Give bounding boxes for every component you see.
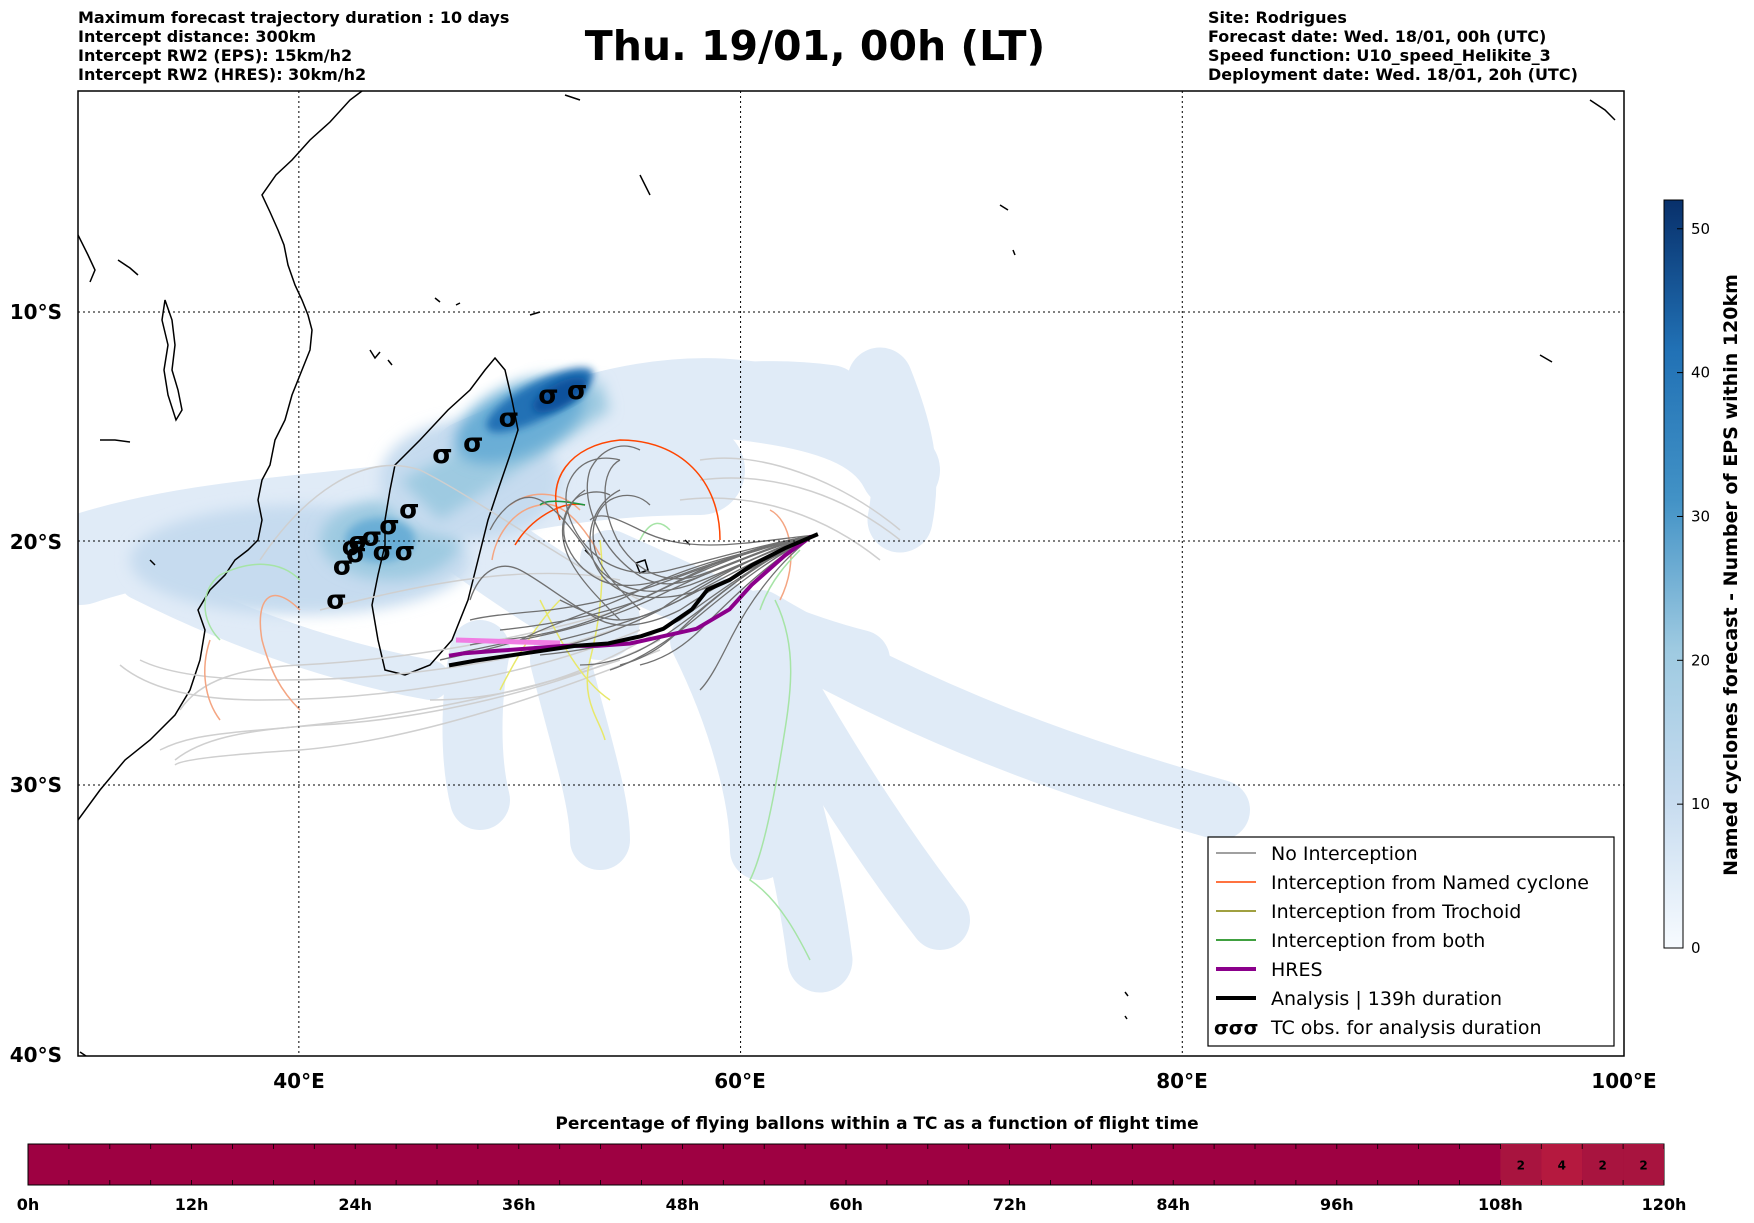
interception-light-green	[204, 522, 811, 961]
hres-track-light	[455, 637, 561, 646]
y-tick-label: 40°S	[10, 1043, 62, 1067]
colorbar-tick-label: 50	[1691, 220, 1710, 238]
flight-time-tick-label: 84h	[1156, 1195, 1190, 1214]
flight-time-bin-value: 2	[1598, 1159, 1606, 1173]
flight-time-ticks: 0h 12h 24h 36h 48h 60h 72h 84h 96h 108h 120h	[17, 1195, 1687, 1214]
tc-observation-symbol: σ	[379, 511, 399, 541]
flight-time-title: Percentage of flying ballons within a TC…	[555, 1114, 1199, 1134]
tc-observation-symbol: σ	[395, 537, 415, 567]
flight-time-minor-ticks	[27, 1144, 1665, 1185]
colorbar-tick-label: 30	[1691, 507, 1710, 525]
x-tick-label: 100°E	[1591, 1069, 1656, 1093]
flight-time-bin-value: 4	[1558, 1159, 1566, 1173]
y-tick-label: 30°S	[10, 773, 62, 797]
legend-label: Interception from both	[1271, 930, 1485, 952]
colorbar-tick-label: 0	[1691, 939, 1701, 957]
tc-observation-symbol: σ	[432, 440, 452, 470]
header-info-left: Maximum forecast trajectory duration : 1…	[78, 8, 509, 84]
colorbar-tick-label: 40	[1691, 364, 1710, 382]
tc-observation-symbol: σ	[362, 522, 382, 552]
legend-label: HRES	[1271, 959, 1323, 981]
flight-time-tick-label: 108h	[1478, 1195, 1523, 1214]
flight-time-bins: 2 4 2 2	[1500, 1144, 1664, 1185]
legend-label: Interception from Named cyclone	[1271, 872, 1589, 894]
tc-observation-symbol: σ	[538, 380, 558, 410]
analysis-track	[448, 532, 819, 668]
flight-time-tick-label: 48h	[666, 1195, 700, 1214]
legend-label: No Interception	[1271, 843, 1418, 865]
interception-both	[539, 500, 586, 506]
page-title: Thu. 19/01, 00h (LT)	[584, 22, 1046, 70]
header-line: Intercept RW2 (EPS): 15km/h2	[78, 46, 353, 65]
y-tick-label: 20°S	[10, 530, 62, 554]
hres-track	[448, 534, 813, 658]
header-line: Intercept RW2 (HRES): 30km/h2	[78, 65, 367, 84]
colorbar-label: Named cyclones forecast - Number of EPS …	[1720, 274, 1742, 876]
cyclone-symbol-icon: σσσ	[1214, 1017, 1258, 1039]
flight-time-tick-label: 120h	[1642, 1195, 1687, 1214]
colorbar-tick-label: 10	[1691, 795, 1710, 813]
flight-time-bin	[1500, 1144, 1542, 1185]
legend-label: Interception from Trochoid	[1271, 901, 1521, 923]
grid-lines	[78, 91, 1624, 1056]
map-frame	[77, 90, 1625, 1057]
flight-time-bin	[1582, 1144, 1624, 1185]
tc-observation-symbol: σ	[567, 376, 587, 406]
flight-time-bin-value: 2	[1517, 1159, 1525, 1173]
tc-observation-symbol: σ	[348, 527, 368, 557]
x-tick-label: 80°E	[1156, 1069, 1208, 1093]
tc-observation-symbol: σ	[333, 551, 353, 581]
flight-time-heatmap	[27, 1143, 1665, 1186]
colorbar: 0 10 20 30 40 50 Named cyclones forecast - Nu…	[1663, 199, 1742, 957]
header-line: Site: Rodrigues	[1208, 8, 1347, 27]
x-tick-label: 60°E	[714, 1069, 766, 1093]
tc-observation-symbol: σ	[346, 539, 366, 569]
colorbar-tick-label: 20	[1691, 651, 1710, 669]
flight-time-bin	[1623, 1144, 1664, 1185]
legend: No Interception Interception from Named …	[1207, 836, 1615, 1047]
flight-time-tick-label: 72h	[993, 1195, 1027, 1214]
header-line: Forecast date: Wed. 18/01, 00h (UTC)	[1208, 27, 1547, 46]
flight-time-bin-value: 2	[1639, 1159, 1647, 1173]
colorbar-scale	[1663, 199, 1684, 949]
far-trajectories	[119, 457, 901, 766]
colorbar-ticks: 0 10 20 30 40 50	[1677, 220, 1710, 957]
flight-time-tick-label: 96h	[1320, 1195, 1354, 1214]
header-line: Intercept distance: 300km	[78, 27, 317, 46]
x-tick-label: 40°E	[273, 1069, 325, 1093]
header-line: Maximum forecast trajectory duration : 1…	[78, 8, 510, 27]
tc-observation-symbol: σ	[499, 403, 519, 433]
tc-observation-symbol: σ	[326, 586, 346, 616]
tc-observation-symbol: σ	[399, 495, 419, 525]
coastlines	[78, 91, 1616, 1056]
x-axis: 40°E 60°E 80°E 100°E	[273, 1069, 1656, 1093]
y-axis: 10°S 20°S 30°S 40°S	[10, 300, 62, 1067]
flight-time-bin	[1541, 1144, 1583, 1185]
y-tick-label: 10°S	[10, 300, 62, 324]
legend-label: TC obs. for analysis duration	[1270, 1017, 1542, 1039]
legend-label: Analysis | 139h duration	[1271, 988, 1502, 1010]
flight-time-tick-label: 12h	[175, 1195, 209, 1214]
legend-box	[1207, 836, 1615, 1047]
tc-observation-symbol: σ	[373, 537, 393, 567]
flight-time-tick-label: 24h	[338, 1195, 372, 1214]
flight-time-tick-label: 0h	[17, 1195, 40, 1214]
header-line: Speed function: U10_speed_Helikite_3	[1208, 46, 1551, 65]
flight-time-tick-label: 60h	[829, 1195, 863, 1214]
flight-time-tick-label: 36h	[502, 1195, 536, 1214]
header-line: Deployment date: Wed. 18/01, 20h (UTC)	[1208, 65, 1578, 84]
tc-observation-symbol: σ	[342, 532, 362, 562]
tc-observation-symbol: σ	[463, 429, 483, 459]
header-info-right: Site: Rodrigues Forecast date: Wed. 18/0…	[1208, 8, 1578, 84]
flight-time-bar: 2 4 2 2 0h 12h 24h 36h 48h 60h 72h 84h 96h 108h 120h	[17, 1143, 1687, 1214]
